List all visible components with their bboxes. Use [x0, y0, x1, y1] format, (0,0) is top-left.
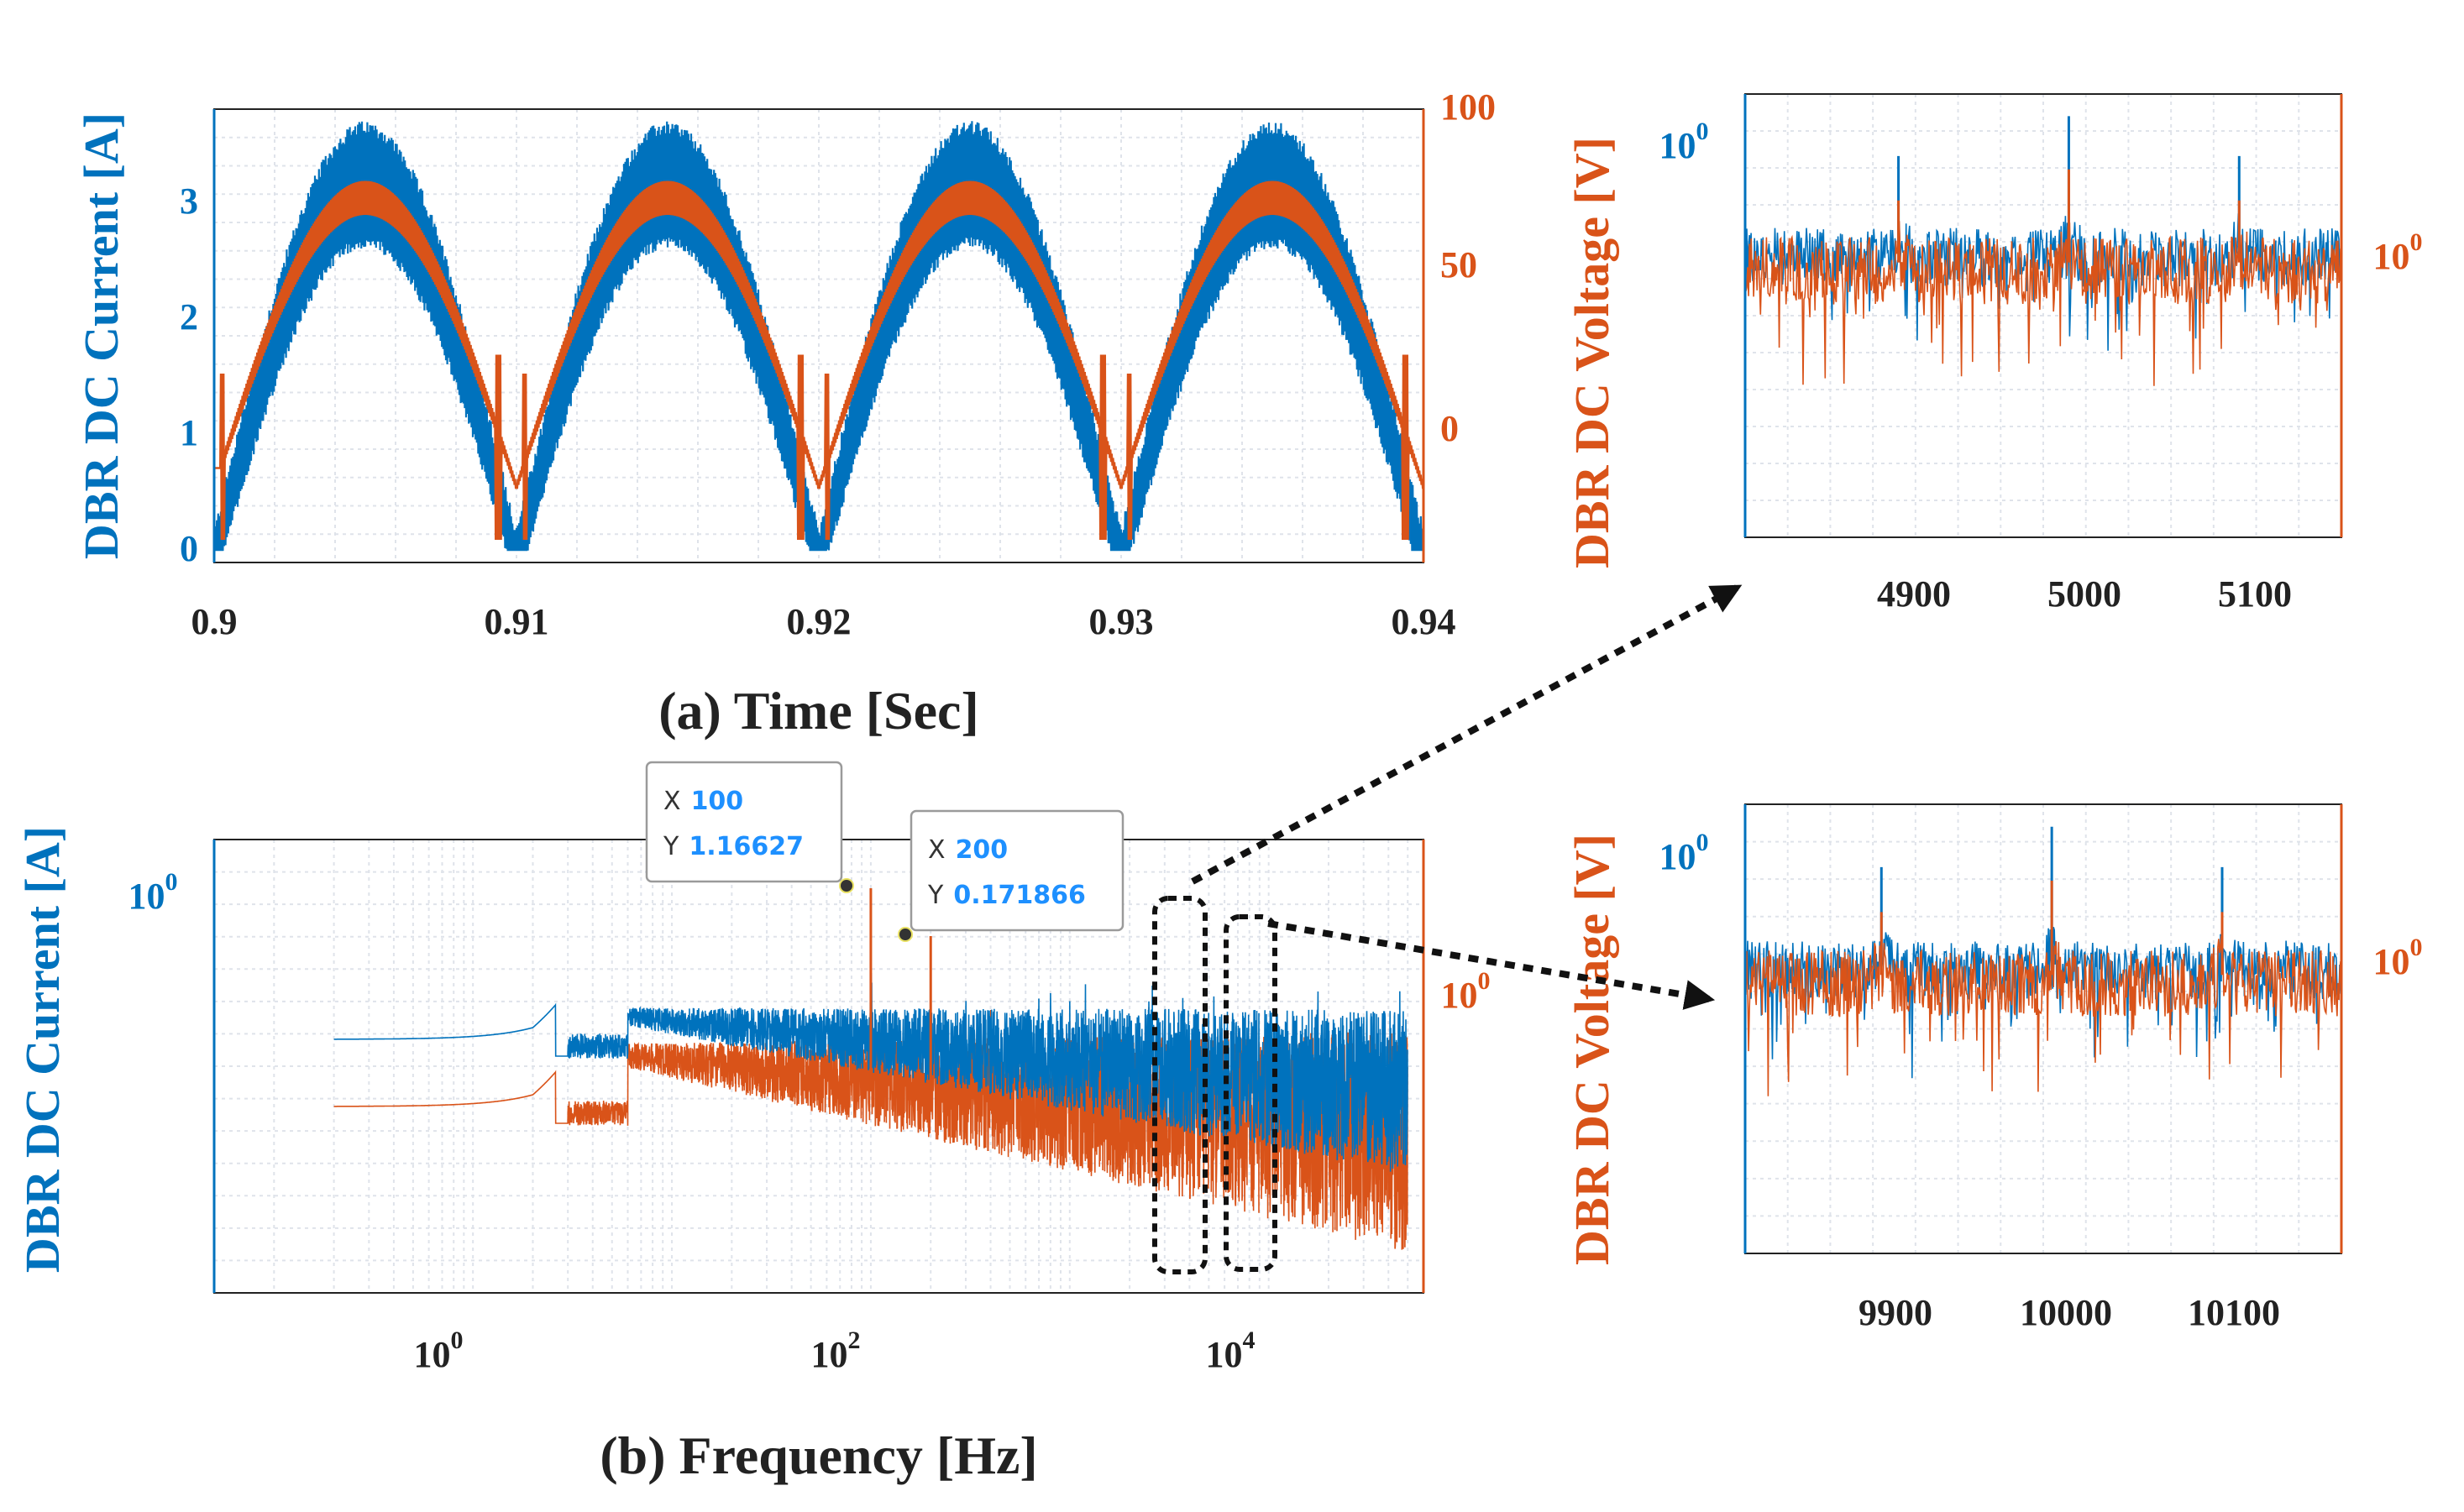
- panel-a-ytick-right: 50: [1440, 244, 1477, 285]
- panel-a-ytick-right: 0: [1440, 408, 1459, 449]
- panel-a-ylabel-left: DBR DC Current [A]: [74, 112, 128, 559]
- datatip-x-row: X 200: [928, 835, 1008, 865]
- datatip-marker: [898, 927, 913, 942]
- datatip-box: [645, 761, 843, 883]
- datatip-100hz[interactable]: X 100 Y 1.16627: [645, 761, 854, 893]
- panel-b-ytick-left: 100: [128, 868, 178, 917]
- datatip-x-label: X: [663, 787, 681, 816]
- datatip-y-row: Y 0.171866: [927, 881, 1086, 910]
- zoom-2-xtick: 10100: [2188, 1292, 2280, 1333]
- panel-a-xlabel: (a) Time [Sec]: [658, 681, 979, 740]
- zoom-2-curves: [1744, 826, 2342, 1096]
- datatip-marker: [839, 878, 854, 893]
- zoom-1-ytick-left: 100: [1659, 118, 1709, 166]
- zoom-2-ytick-right: 100: [2373, 934, 2423, 982]
- xtick-1e4: 104: [1206, 1326, 1256, 1375]
- panel-b-ylabel-right: DBR DC Voltage [V]: [1565, 834, 1619, 1265]
- panel-a-ylabel-right: DBR DC Voltage [V]: [1565, 137, 1619, 568]
- zoom-2-xtick: 10000: [2020, 1292, 2112, 1333]
- series-current: [212, 121, 1425, 552]
- zoom-2-ytick-left: 100: [1659, 829, 1709, 877]
- series-voltage-zoom: [1744, 221, 2342, 386]
- zoom-panel-1: 4900 5000 5100 100 100: [1659, 93, 2423, 615]
- zoom-1-ytick-right: 100: [2373, 228, 2423, 277]
- datatip-x-value: 200: [956, 835, 1009, 865]
- panel-b-xtick: 104: [1206, 1326, 1256, 1375]
- zoom-region-5khz: [1152, 896, 1208, 1274]
- series-voltage-zoom: [1744, 934, 2342, 1096]
- panel-b: 100 102 104 100 100 DBR DC Current [A] D…: [15, 761, 1619, 1485]
- xtick-1e2: 102: [811, 1326, 861, 1375]
- panel-a-ytick-left: 2: [180, 296, 198, 337]
- datatip-y-value: 1.16627: [689, 832, 804, 861]
- datatip-y-row: Y 1.16627: [663, 832, 804, 861]
- zoom-2-grid: [1745, 804, 2341, 1253]
- panel-a-xtick: 0.92: [787, 601, 852, 642]
- panel-b-ylabel-left: DBR DC Current [A]: [15, 826, 70, 1273]
- panel-a-xtick: 0.91: [485, 601, 549, 642]
- panel-b-xlabel: (b) Frequency [Hz]: [600, 1426, 1037, 1485]
- datatip-y-label: Y: [927, 881, 944, 910]
- datatip-x-value: 100: [691, 787, 744, 816]
- datatip-box: [910, 809, 1125, 932]
- panel-a-curves: [212, 121, 1425, 552]
- datatip-y-value: 0.171866: [953, 881, 1086, 910]
- panel-a: 0.9 0.91 0.92 0.93 0.94 0 1 2 3 0 50 100…: [74, 86, 1619, 740]
- zoom-1-xtick: 4900: [1877, 573, 1951, 615]
- panel-a-xtick: 0.9: [191, 601, 238, 642]
- datatip-x-row: X 100: [663, 787, 743, 816]
- panel-a-ytick-left: 0: [180, 528, 198, 569]
- panel-b-xtick: 102: [811, 1326, 861, 1375]
- zoom-arrow-lower: [1267, 920, 1716, 1010]
- panel-b-ytick-right: 100: [1441, 967, 1491, 1016]
- panel-a-xtick: 0.93: [1089, 601, 1154, 642]
- datatip-x-label: X: [928, 835, 946, 865]
- datatip-200hz[interactable]: X 200 Y 0.171866: [898, 809, 1125, 942]
- zoom-1-xtick: 5100: [2218, 573, 2292, 615]
- panel-a-ytick-right: 100: [1440, 86, 1496, 128]
- series-voltage: [214, 180, 1425, 541]
- zoom-arrow-upper: [1191, 584, 1743, 885]
- zoom-2-xtick: 9900: [1858, 1292, 1932, 1333]
- xtick-1e0: 100: [414, 1326, 464, 1375]
- zoom-1-curves: [1744, 116, 2342, 386]
- datatip-y-label: Y: [663, 832, 679, 861]
- zoom-panel-2: 9900 10000 10100 100 100: [1659, 803, 2423, 1333]
- zoom-region-10khz: [1224, 914, 1277, 1272]
- zoom-1-xtick: 5000: [2047, 573, 2121, 615]
- panel-a-ytick-left: 1: [180, 412, 198, 453]
- panel-b-xtick: 100: [414, 1326, 464, 1375]
- panel-b-curves: [333, 888, 1408, 1250]
- panel-a-ytick-left: 3: [180, 180, 198, 222]
- panel-a-xtick: 0.94: [1392, 601, 1456, 642]
